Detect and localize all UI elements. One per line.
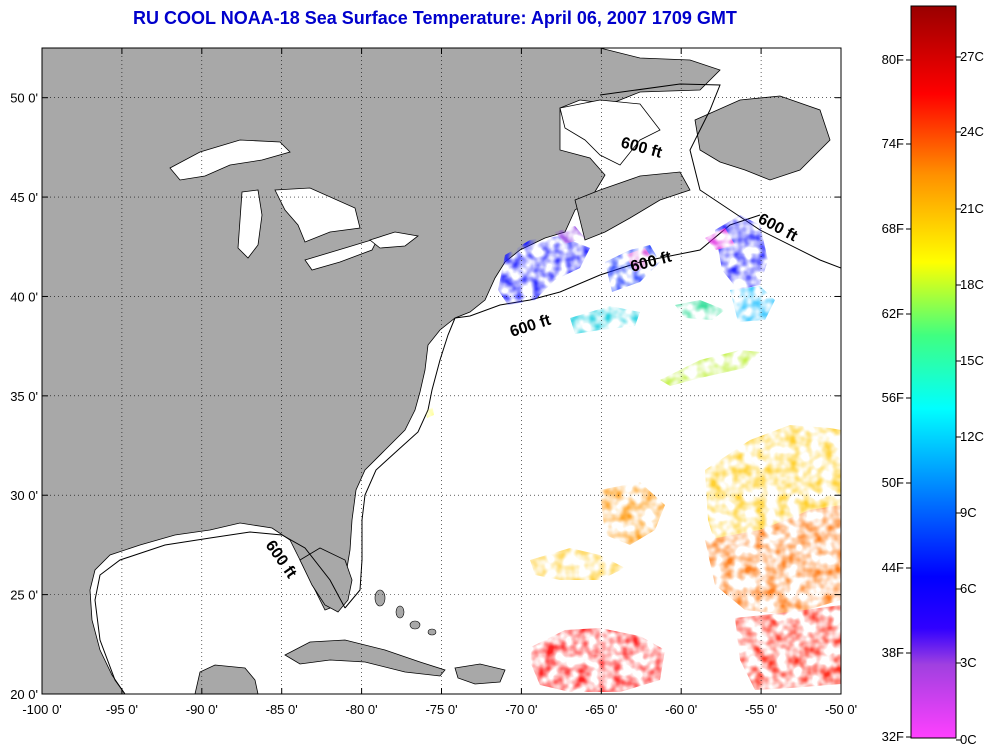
lake-erie	[304, 237, 379, 271]
land-newfoundland	[694, 95, 831, 181]
lon-tick-label: -75 0'	[425, 702, 457, 717]
lat-tick-label: 30 0'	[10, 488, 38, 503]
cb-c-label: 21C	[960, 201, 984, 216]
gulf-st-lawrence	[559, 99, 661, 166]
land-hispaniola	[454, 663, 506, 685]
map-title: RU COOL NOAA-18 Sea Surface Temperature:…	[133, 8, 737, 28]
sst-data	[425, 215, 841, 692]
cb-c-label: 18C	[960, 277, 984, 292]
land-north-america	[42, 48, 721, 694]
lake-huron	[274, 187, 361, 243]
lon-tick-label: -50 0'	[825, 702, 857, 717]
cb-f-label: 32F	[882, 729, 904, 744]
lat-tick-label: 25 0'	[10, 588, 38, 603]
cb-f-label: 44F	[882, 560, 904, 575]
cb-f-label: 80F	[882, 52, 904, 67]
cb-c-label: 3C	[960, 655, 977, 670]
land-yucatan	[194, 664, 259, 694]
cb-f-label: 62F	[882, 306, 904, 321]
land-cuba	[284, 639, 446, 677]
cb-c-label: 0C	[960, 732, 977, 747]
lon-tick-label: -95 0'	[106, 702, 138, 717]
cb-c-label: 6C	[960, 581, 977, 596]
colorbar-labels: 32F 38F 44F 50F 56F 62F 68F 74F 80F 0C 3C 6C 9C 12C 15…	[882, 49, 984, 747]
colorbar	[910, 5, 957, 739]
cb-f-label: 50F	[882, 475, 904, 490]
cb-c-label: 9C	[960, 505, 977, 520]
cb-f-label: 38F	[882, 645, 904, 660]
lon-tick-label: -55 0'	[745, 702, 777, 717]
cb-c-label: 12C	[960, 429, 984, 444]
lat-tick-label: 45 0'	[10, 190, 38, 205]
lake-superior	[169, 139, 291, 181]
lon-tick-label: -65 0'	[585, 702, 617, 717]
lat-tick-label: 40 0'	[10, 289, 38, 304]
cb-f-label: 68F	[882, 221, 904, 236]
lon-tick-label: -60 0'	[665, 702, 697, 717]
cb-f-label: 56F	[882, 390, 904, 405]
lat-tick-label: 20 0'	[10, 687, 38, 702]
land-bahamas	[374, 589, 437, 636]
cb-c-label: 24C	[960, 124, 984, 139]
lon-tick-label: -85 0'	[266, 702, 298, 717]
land-nova-scotia	[574, 171, 691, 241]
lon-tick-label: -100 0'	[22, 702, 61, 717]
cb-f-label: 74F	[882, 136, 904, 151]
lake-ontario	[369, 231, 419, 249]
lake-michigan	[237, 189, 263, 259]
map-axes: -100 0' -95 0' -90 0' -85 0' -80 0' -75 0' -70…	[10, 48, 857, 717]
lat-tick-label: 50 0'	[10, 91, 38, 106]
lon-tick-label: -70 0'	[505, 702, 537, 717]
isobath-600ft	[94, 83, 841, 694]
cb-c-label: 15C	[960, 353, 984, 368]
lon-tick-label: -80 0'	[346, 702, 378, 717]
lat-tick-label: 35 0'	[10, 389, 38, 404]
lon-tick-label: -90 0'	[186, 702, 218, 717]
cb-c-label: 27C	[960, 49, 984, 64]
